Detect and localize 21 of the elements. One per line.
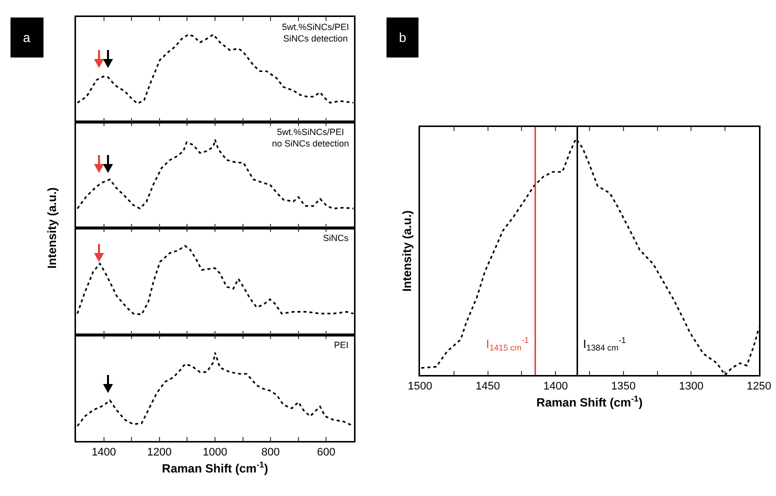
x-tick-label: 1400 [92, 446, 116, 459]
text: b [399, 30, 406, 45]
x-axis-title: Raman Shift (cm$^{-1}$) [162, 459, 268, 476]
x-tick-label: 1300 [678, 380, 704, 393]
x-tick-label: 1250 [746, 380, 772, 393]
x-tick-label: 1400 [543, 380, 568, 393]
text: SiNCs [323, 233, 349, 243]
text: PEI [334, 340, 349, 350]
x-tick-label: 1450 [476, 380, 500, 393]
text: a [23, 30, 31, 45]
text: 5wt.%SiNCs/PEI no SiNCs detection [272, 127, 350, 149]
x-axis-title: Raman Shift (cm$^{-1}$) [536, 393, 643, 410]
x-tick-label: 1350 [611, 380, 636, 393]
y-axis-title: Intensity (a.u.) [400, 210, 414, 292]
x-tick-label: 1000 [202, 446, 228, 459]
x-tick-label: 800 [261, 446, 280, 459]
x-tick-label: 1200 [147, 446, 172, 459]
x-tick-label: 600 [317, 446, 336, 459]
x-tick-label: 1500 [408, 380, 432, 393]
y-axis-title: Intensity (a.u.) [45, 186, 59, 271]
text: 5wt.%SiNCs/PEI SiNCs detection [282, 22, 350, 44]
